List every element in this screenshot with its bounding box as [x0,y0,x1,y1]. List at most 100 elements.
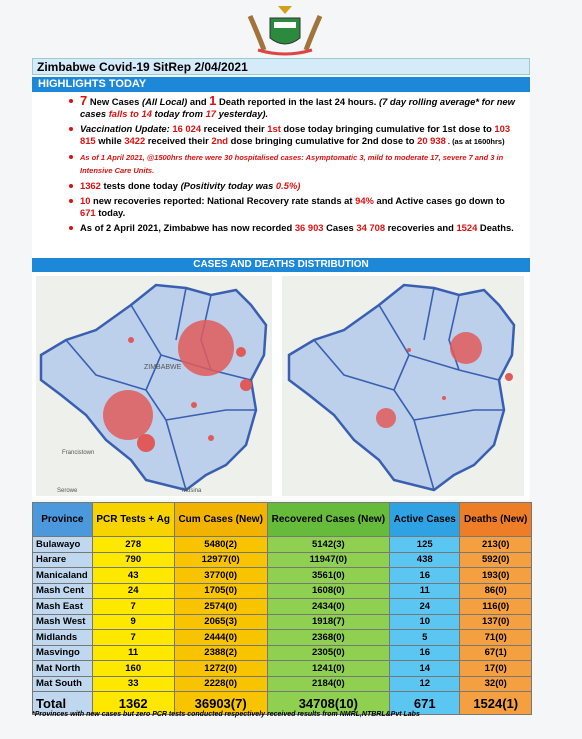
province-cell: Mat South [32,675,93,692]
highlight-text: 103 815 [80,123,511,146]
column-header: Active Cases [389,502,461,537]
highlight-text: 94% [355,195,374,206]
table-cell: 2388(2) [173,644,268,661]
highlight-item: As of 1 April 2021, @1500hrs there were … [69,151,520,177]
total-cell: 1362 [91,691,175,715]
province-cell: Harare [32,551,93,568]
table-cell: 438 [389,551,461,568]
highlight-text: 20 938 [417,135,446,146]
highlight-text: 16 024 [172,123,202,134]
map-deaths [287,283,516,492]
highlight-text: (Positivity today was [180,180,276,191]
table-row: Mat South 33 2228(0) 2184(0) 12 32(0) [32,675,532,692]
table-cell: 2184(0) [266,675,391,692]
total-row: Total 1362 36903(7) 34708(10) 671 1524(1) [32,691,532,715]
table-cell: 2368(0) [266,629,391,646]
highlight-text: 3422 [124,135,146,146]
table-cell: 33 [91,675,175,692]
table-row: Masvingo 11 2388(2) 2305(0) 16 67(1) [32,644,532,661]
highlight-text: 0.5%) [275,180,301,191]
highlight-text: 34 708 [356,222,386,233]
header-row: Province PCR Tests + Ag Cum Cases (New) Rec… [32,502,532,537]
highlight-text: falls to 14 [108,108,152,119]
highlight-text: dose bringing cumulative for 2nd dose to [228,135,418,146]
table-cell: 213(0) [459,536,532,553]
highlight-text: tests done today [100,180,181,191]
map-label: ZIMBABWE [144,364,182,371]
sitrep-title: Zimbabwe Covid-19 SitRep 2/04/2021 [32,58,530,75]
highlight-item: 7 New Cases (All Local) and 1 Death repo… [69,93,520,120]
highlight-text: 7 [80,93,88,108]
table-cell: 278 [91,536,175,553]
highlight-text: New Cases [87,96,142,107]
map-label: Francistown [62,450,94,456]
footnote: *Provinces with new cases but zero PCR t… [32,711,420,718]
table-cell: 2065(3) [173,613,268,630]
province-cell: Mash West [32,613,93,630]
highlight-text: (7 day rolling average* for new cases [80,96,515,119]
map-cases [39,283,268,492]
table-row: Mash East 7 2574(0) 2434(0) 24 116(0) [32,598,532,615]
highlight-text: 2nd [211,135,229,146]
table-cell: 43 [91,567,175,584]
table-cell: 71(0) [459,629,532,646]
highlight-text: while [95,135,125,146]
table-cell: 1705(0) [173,582,268,599]
highlights-title: HIGHLIGHTS TODAY [32,77,530,92]
province-cell: Bulawayo [32,536,93,553]
table-cell: 86(0) [459,582,532,599]
highlight-text: . (as at 1600hrs) [445,137,505,146]
highlight-item: 10 new recoveries reported: National Rec… [69,195,520,219]
table-cell: 1272(0) [173,660,268,677]
highlight-text: 17 [205,108,217,119]
table-cell: 2228(0) [173,675,268,692]
highlight-item: Vaccination Update: 16 024 received thei… [69,123,520,148]
highlight-text: received their [201,123,268,134]
column-header: Cum Cases (New) [173,502,268,537]
highlight-text: today from [151,108,206,119]
province-cell: Masvingo [32,644,93,661]
highlight-text: Death reported in the last 24 hours. [216,96,379,107]
table-row: Harare 790 12977(0) 11947(0) 438 592(0) [32,551,532,568]
total-cell: 34708(10) [266,691,391,715]
table-cell: 1918(7) [266,613,391,630]
highlight-text: and [187,96,210,107]
cases-table: Province PCR Tests + Ag Cum Cases (New) Rec… [32,502,532,715]
table-row: Mat North 160 1272(0) 1241(0) 14 17(0) [32,660,532,677]
table-cell: 17(0) [459,660,532,677]
table-cell: 125 [389,536,461,553]
highlight-text: yesterday). [216,108,269,119]
highlight-text: received their [145,135,212,146]
highlight-text: 10 [80,195,91,206]
table-cell: 2434(0) [266,598,391,615]
table-cell: 3770(0) [173,567,268,584]
highlight-text: 36 903 [294,222,324,233]
column-header: Deaths (New) [459,502,532,537]
table-cell: 1241(0) [266,660,391,677]
highlight-text: 1362 [80,180,101,191]
highlights-list: 7 New Cases (All Local) and 1 Death repo… [32,93,530,258]
column-header: Recovered Cases (New) [266,502,391,537]
highlight-text: Vaccination Update: [80,123,173,134]
table-cell: 9 [91,613,175,630]
table-cell: 3561(0) [266,567,391,584]
table-cell: 2574(0) [173,598,268,615]
column-header: PCR Tests + Ag [91,502,175,537]
highlight-text: new recoveries reported: National Recove… [90,195,356,206]
highlight-item: 1362 tests done today (Positivity today … [69,180,520,192]
total-cell: Total [32,691,93,715]
highlight-text: 1524 [456,222,478,233]
table-row: Mash Cent 24 1705(0) 1608(0) 11 86(0) [32,582,532,599]
table-cell: 14 [389,660,461,677]
column-header: Province [32,502,93,537]
table-cell: 160 [91,660,175,677]
province-cell: Manicaland [32,567,93,584]
highlight-text: 671 [80,207,96,218]
table-cell: 5 [389,629,461,646]
highlight-text: Deaths. [477,222,514,233]
table-cell: 11947(0) [266,551,391,568]
table-cell: 24 [389,598,461,615]
table-cell: 790 [91,551,175,568]
province-cell: Mash Cent [32,582,93,599]
table-cell: 32(0) [459,675,532,692]
